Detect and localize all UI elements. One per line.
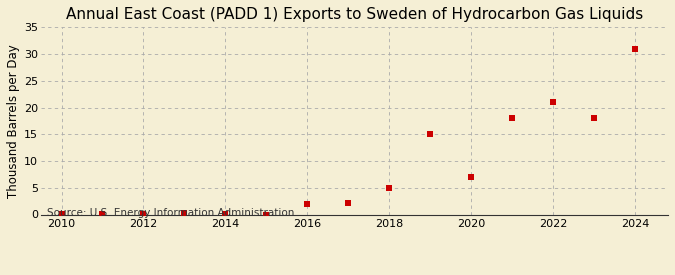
Point <box>507 116 518 120</box>
Point <box>343 200 354 205</box>
Point <box>56 212 67 216</box>
Point <box>548 100 559 104</box>
Point <box>138 212 149 216</box>
Point <box>466 175 477 179</box>
Point <box>425 132 436 136</box>
Point <box>220 212 231 216</box>
Point <box>630 46 641 51</box>
Point <box>589 116 599 120</box>
Title: Annual East Coast (PADD 1) Exports to Sweden of Hydrocarbon Gas Liquids: Annual East Coast (PADD 1) Exports to Sw… <box>66 7 643 22</box>
Text: Source: U.S. Energy Information Administration: Source: U.S. Energy Information Administ… <box>47 208 295 218</box>
Point <box>302 202 313 206</box>
Point <box>261 212 272 217</box>
Y-axis label: Thousand Barrels per Day: Thousand Barrels per Day <box>7 44 20 198</box>
Point <box>179 211 190 216</box>
Point <box>384 186 395 190</box>
Point <box>97 211 108 216</box>
